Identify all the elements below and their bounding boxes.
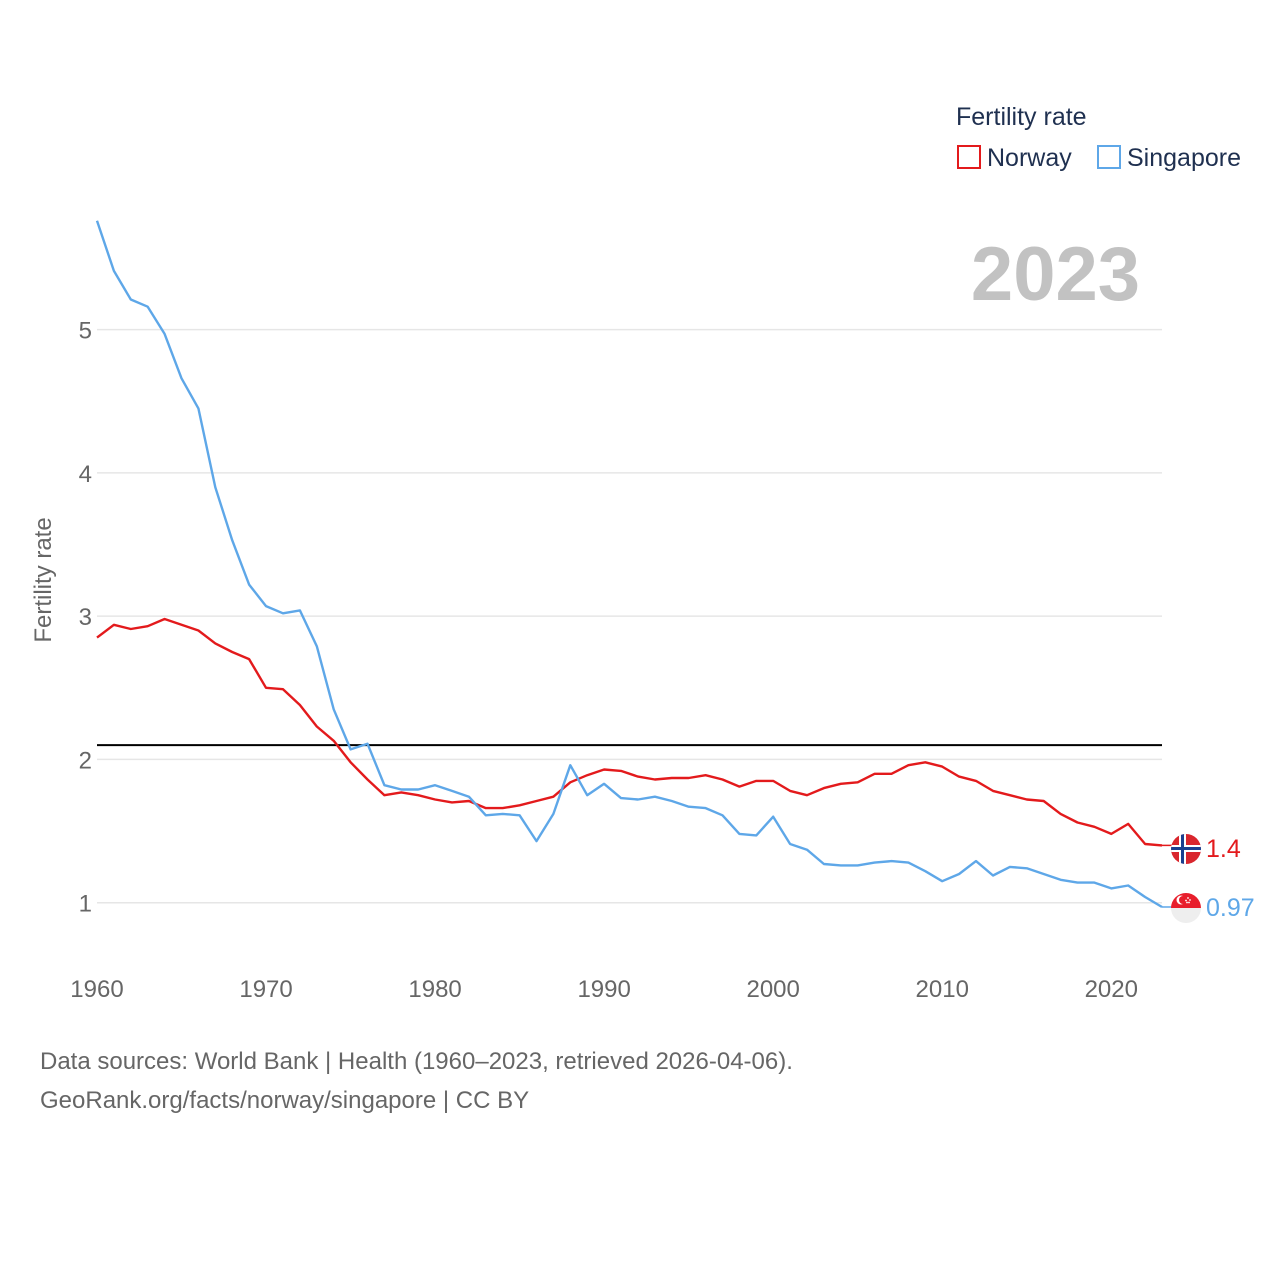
legend-title: Fertility rate xyxy=(956,103,1087,131)
y-tick-label-5: 5 xyxy=(79,318,92,345)
y-axis-title: Fertility rate xyxy=(30,517,57,642)
legend-label-singapore: Singapore xyxy=(1127,144,1241,172)
singapore-flag-icon xyxy=(1171,893,1201,923)
source-line-1: Data sources: World Bank | Health (1960–… xyxy=(40,1048,793,1075)
y-tick-label-2: 2 xyxy=(79,747,92,774)
x-tick-label-1970: 1970 xyxy=(239,976,292,1003)
x-tick-label-1960: 1960 xyxy=(70,976,123,1003)
series-line-norway xyxy=(96,617,1163,847)
norway-end-value-label: 1.4 xyxy=(1206,835,1241,863)
norway-flag-icon xyxy=(1171,834,1201,864)
x-tick-label-1990: 1990 xyxy=(577,976,630,1003)
singapore-end-value-label: 0.97 xyxy=(1206,894,1255,922)
x-tick-label-2020: 2020 xyxy=(1085,976,1138,1003)
y-axis-ticks: 1 2 3 4 5 xyxy=(79,318,92,918)
x-axis-ticks: 1960 1970 1980 1990 2000 2010 2020 xyxy=(70,976,1138,1003)
legend-item-norway[interactable]: Norway xyxy=(957,144,1072,172)
legend-swatch-singapore xyxy=(1097,145,1121,169)
legend: Fertility rate Norway Singapore xyxy=(956,103,1241,172)
y-tick-label-3: 3 xyxy=(79,604,92,631)
gridlines xyxy=(97,328,1162,904)
source-line-2[interactable]: GeoRank.org/facts/norway/singapore | CC … xyxy=(40,1087,530,1114)
y-tick-label-1: 1 xyxy=(79,891,92,918)
legend-label-norway: Norway xyxy=(987,144,1072,172)
x-tick-label-2010: 2010 xyxy=(916,976,969,1003)
legend-swatch-norway xyxy=(957,145,981,169)
x-tick-label-2000: 2000 xyxy=(746,976,799,1003)
y-tick-label-4: 4 xyxy=(79,461,92,488)
x-tick-label-1980: 1980 xyxy=(408,976,461,1003)
series-lines xyxy=(95,220,1172,909)
series-line-singapore xyxy=(95,220,1163,909)
source-note: Data sources: World Bank | Health (1960–… xyxy=(40,1042,793,1120)
year-label: 2023 xyxy=(971,232,1140,317)
legend-item-singapore[interactable]: Singapore xyxy=(1097,144,1241,172)
